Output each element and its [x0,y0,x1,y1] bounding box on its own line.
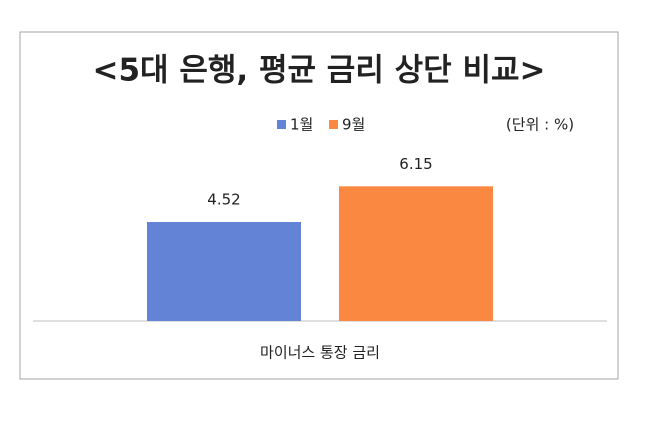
data-label: 6.15 [399,155,432,173]
x-tick-label: 마이너스 통장 금리 [260,344,380,362]
legend-swatch [277,120,286,129]
bar [339,186,493,321]
unit-note: (단위 : %) [506,116,574,134]
legend-label: 1월 [290,116,313,134]
legend-label: 9월 [342,116,365,134]
chart-title: <5대 은행, 평균 금리 상단 비교> [93,53,546,89]
bar [147,222,301,321]
legend-swatch [329,120,338,129]
data-label: 4.52 [207,191,240,209]
